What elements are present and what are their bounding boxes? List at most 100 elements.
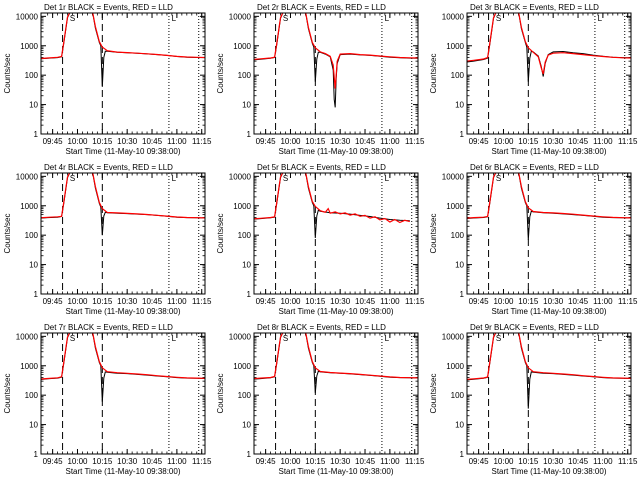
y-tick-label: 10000 — [442, 12, 465, 21]
y-tick-label: 10 — [29, 261, 38, 270]
y-tick-label: 100 — [451, 391, 465, 400]
x-tick-label: 11:00 — [380, 297, 400, 306]
y-axis-label: Counts/sec — [3, 53, 12, 93]
x-tick-label: 09:45 — [469, 297, 490, 306]
x-tick-label: 11:00 — [593, 297, 613, 306]
y-axis-label: Counts/sec — [429, 53, 438, 93]
x-tick-label: 10:45 — [355, 457, 376, 466]
s-marker-label: S — [496, 174, 501, 183]
x-tick-label: 10:45 — [142, 137, 163, 146]
y-tick-label: 10 — [455, 421, 464, 430]
x-tick-label: 10:45 — [355, 137, 376, 146]
lld-series-line — [467, 333, 631, 380]
y-tick-label: 1000 — [20, 42, 38, 51]
lld-series-line — [467, 173, 631, 219]
x-tick-label: 11:15 — [192, 137, 212, 146]
y-tick-label: 10000 — [16, 12, 39, 21]
y-axis-label: Counts/sec — [429, 373, 438, 413]
y-tick-label: 10 — [242, 421, 251, 430]
l-marker-label: L — [172, 174, 177, 183]
x-tick-label: 10:15 — [518, 137, 539, 146]
events-series-line — [41, 13, 205, 87]
panel-det-2: Det 2r BLACK = Events, RED = LLD 1 10 100 10… — [216, 3, 425, 156]
events-series-line — [254, 333, 418, 393]
x-tick-label: 11:00 — [593, 137, 613, 146]
panel-det-5: Det 5r BLACK = Events, RED = LLD 1 10 100 10… — [216, 163, 425, 316]
events-series-line — [467, 13, 631, 82]
lld-series-line — [41, 13, 205, 60]
s-marker-label: S — [496, 14, 501, 23]
l-marker-label: L — [598, 334, 603, 343]
s-marker-label: S — [70, 174, 75, 183]
panel-det-7: Det 7r BLACK = Events, RED = LLD 1 10 100 10… — [3, 323, 212, 476]
y-axis-label: Counts/sec — [429, 213, 438, 253]
x-tick-label: 11:00 — [380, 457, 400, 466]
x-tick-label: 10:30 — [330, 137, 351, 146]
y-axis-label: Counts/sec — [216, 213, 225, 253]
x-tick-label: 11:00 — [380, 137, 400, 146]
y-tick-label: 10 — [29, 101, 38, 110]
x-tick-label: 10:30 — [117, 297, 138, 306]
events-series-line — [41, 173, 205, 236]
x-tick-label: 10:45 — [142, 457, 163, 466]
s-marker-label: S — [283, 334, 288, 343]
l-marker-label: L — [172, 334, 177, 343]
x-tick-label: 10:30 — [543, 137, 564, 146]
events-series-line — [254, 13, 418, 108]
y-tick-label: 10000 — [229, 172, 252, 181]
x-axis-label: Start Time (11-May-10 09:38:00) — [278, 467, 393, 476]
lld-series-line — [254, 13, 418, 89]
y-axis-label: Counts/sec — [3, 213, 12, 253]
lld-series-line — [467, 13, 631, 75]
y-axis-label: Counts/sec — [3, 373, 12, 413]
x-tick-label: 10:15 — [305, 457, 326, 466]
panel-title: Det 3r BLACK = Events, RED = LLD — [470, 3, 599, 12]
x-axis-label: Start Time (11-May-10 09:38:00) — [278, 307, 393, 316]
x-tick-label: 10:00 — [493, 297, 514, 306]
lld-series-line — [41, 173, 205, 219]
x-axis-label: Start Time (11-May-10 09:38:00) — [65, 307, 180, 316]
y-tick-label: 100 — [25, 231, 39, 240]
panel-det-1: Det 1r BLACK = Events, RED = LLD 1 10 100 10… — [3, 3, 212, 156]
lld-series-line — [254, 173, 410, 224]
x-tick-label: 10:15 — [305, 137, 326, 146]
x-tick-label: 11:00 — [593, 457, 613, 466]
x-tick-label: 10:00 — [67, 457, 88, 466]
x-axis-label: Start Time (11-May-10 09:38:00) — [491, 147, 606, 156]
events-series-line — [467, 333, 631, 409]
x-tick-label: 11:15 — [192, 457, 212, 466]
panel-title: Det 5r BLACK = Events, RED = LLD — [257, 163, 386, 172]
y-axis-label: Counts/sec — [216, 373, 225, 413]
y-tick-label: 1 — [460, 130, 465, 139]
lld-series-line — [254, 333, 418, 380]
axes-frame — [253, 12, 419, 135]
y-tick-label: 100 — [238, 231, 252, 240]
x-axis-label: Start Time (11-May-10 09:38:00) — [65, 467, 180, 476]
l-marker-label: L — [385, 174, 390, 183]
x-tick-label: 09:45 — [43, 457, 64, 466]
s-marker-label: S — [496, 334, 501, 343]
s-marker-label: S — [283, 174, 288, 183]
x-tick-label: 09:45 — [256, 137, 277, 146]
x-tick-label: 10:45 — [568, 297, 589, 306]
y-tick-label: 1000 — [446, 362, 464, 371]
x-tick-label: 10:45 — [568, 457, 589, 466]
x-tick-label: 10:00 — [493, 457, 514, 466]
axes-frame — [466, 12, 632, 135]
x-tick-label: 10:00 — [280, 297, 301, 306]
x-tick-label: 11:00 — [167, 297, 187, 306]
y-tick-label: 1000 — [20, 362, 38, 371]
x-tick-label: 10:00 — [67, 137, 88, 146]
x-tick-label: 09:45 — [43, 297, 64, 306]
y-tick-label: 1000 — [233, 42, 251, 51]
y-tick-label: 10000 — [16, 172, 39, 181]
x-tick-label: 10:45 — [568, 137, 589, 146]
x-tick-label: 10:15 — [92, 297, 113, 306]
y-tick-label: 1000 — [233, 362, 251, 371]
y-tick-label: 1 — [247, 130, 252, 139]
y-tick-label: 10000 — [442, 332, 465, 341]
x-axis-label: Start Time (11-May-10 09:38:00) — [491, 467, 606, 476]
x-tick-label: 10:30 — [330, 457, 351, 466]
